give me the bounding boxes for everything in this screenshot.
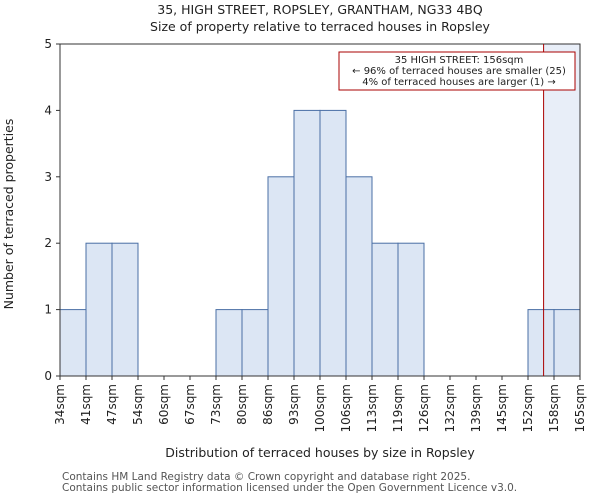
bar (111, 242, 139, 377)
x-tick-label: 93sqm (287, 384, 301, 425)
x-tick-label: 132sqm (443, 384, 457, 432)
x-tick-label: 145sqm (495, 384, 509, 432)
x-tick-label: 165sqm (573, 384, 587, 432)
x-tick-label: 152sqm (521, 384, 535, 432)
bar (241, 309, 269, 377)
annotation-line: 35 HIGH STREET: 156sqm (395, 55, 524, 66)
x-tick-label: 106sqm (339, 384, 353, 432)
y-tick-label: 2 (44, 236, 52, 250)
x-tick-label: 47sqm (105, 384, 119, 425)
x-axis-label: Distribution of terraced houses by size … (165, 445, 475, 460)
bar (553, 309, 581, 377)
bar (215, 309, 243, 377)
x-tick-label: 80sqm (235, 384, 249, 425)
y-tick-label: 3 (44, 170, 52, 184)
x-tick-label: 100sqm (313, 384, 327, 432)
x-tick-label: 41sqm (79, 384, 93, 425)
bar (371, 242, 399, 377)
y-tick-label: 4 (44, 103, 52, 117)
bar (397, 242, 425, 377)
chart-title: 35, HIGH STREET, ROPSLEY, GRANTHAM, NG33… (157, 2, 483, 17)
bar (85, 242, 113, 377)
bar (267, 176, 295, 377)
x-tick-label: 34sqm (53, 384, 67, 425)
x-tick-label: 73sqm (209, 384, 223, 425)
bar (527, 309, 555, 377)
x-tick-label: 113sqm (365, 384, 379, 432)
x-tick-label: 54sqm (131, 384, 145, 425)
annotation-line: ← 96% of terraced houses are smaller (25… (352, 66, 566, 77)
x-tick-label: 126sqm (417, 384, 431, 432)
plot-area: 0 1 2 3 4 5 34sqm 41sqm 47sqm 54sqm 60sqm 67sqm 73sq… (44, 37, 587, 432)
bar (59, 309, 87, 377)
y-tick-label: 1 (44, 303, 52, 317)
footer-licence: Contains public sector information licen… (62, 482, 518, 494)
y-axis-label: Number of terraced properties (1, 119, 16, 310)
y-tick-label: 5 (44, 37, 52, 51)
x-tick-label: 86sqm (261, 384, 275, 425)
bar (293, 109, 321, 377)
bar (345, 176, 373, 377)
bar (319, 109, 347, 377)
x-tick-label: 119sqm (391, 384, 405, 432)
footer-copyright: Contains HM Land Registry data © Crown c… (62, 471, 471, 483)
annotation-line: 4% of terraced houses are larger (1) → (362, 77, 556, 88)
x-tick-label: 60sqm (157, 384, 171, 425)
annotation-box (338, 51, 576, 91)
y-tick-label: 0 (44, 369, 52, 383)
x-tick-label: 139sqm (469, 384, 483, 432)
chart-subtitle: Size of property relative to terraced ho… (150, 19, 490, 34)
x-tick-label: 158sqm (547, 384, 561, 432)
x-tick-label: 67sqm (183, 384, 197, 425)
